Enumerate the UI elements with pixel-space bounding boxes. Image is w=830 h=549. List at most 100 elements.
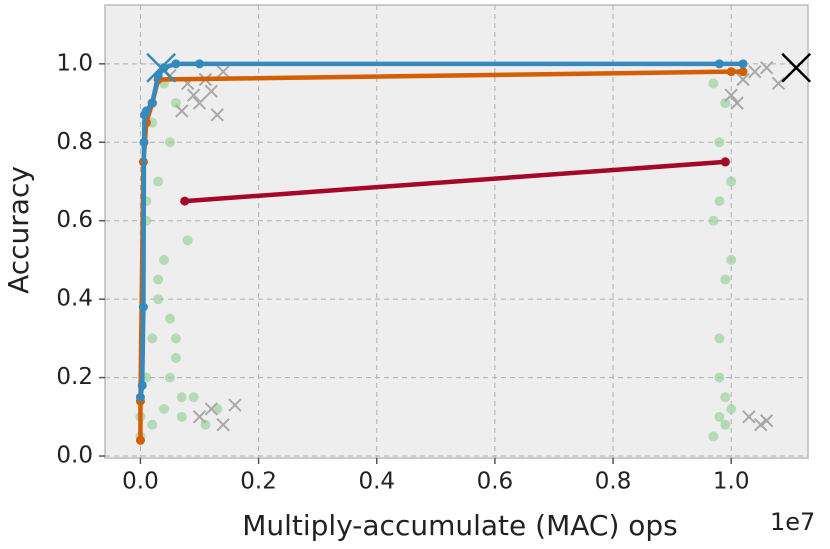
- x-offset-label: 1e7: [770, 508, 815, 536]
- cross-point: [210, 108, 224, 122]
- cross-point: [192, 410, 207, 424]
- scatter-point: [708, 431, 719, 442]
- cross-point: [175, 104, 189, 118]
- line-point: [180, 196, 190, 206]
- series-line: [184, 159, 726, 204]
- x-tick-label: 0.6: [477, 469, 514, 495]
- scatter-point: [153, 176, 164, 187]
- scatter-point: [726, 176, 737, 187]
- scatter-point: [164, 137, 175, 148]
- scatter-point: [170, 333, 181, 344]
- cross-point-stroke: [204, 84, 219, 98]
- line-point: [135, 392, 145, 402]
- cross-point-stroke: [730, 96, 744, 110]
- cross-point: [216, 64, 230, 79]
- cross-point: [204, 84, 219, 98]
- cross-point-stroke: [754, 417, 768, 432]
- cross-point-stroke: [204, 402, 219, 416]
- x-tick-label: 0.8: [595, 469, 632, 495]
- scatter-point: [170, 98, 181, 109]
- y-tick-label: 0.8: [56, 129, 93, 155]
- line-point: [171, 59, 181, 69]
- scatter-point: [159, 403, 170, 414]
- scatter-point: [164, 372, 175, 383]
- plot-layer: 0.0 0.2 0.4 0.6 0.8 1.0 0.0 0.2 0.4 0.6 0.8 1.0: [56, 5, 812, 495]
- scatter-point: [708, 215, 719, 226]
- cross-point-stroke: [736, 72, 750, 87]
- scatter-point: [176, 392, 187, 403]
- line-point: [141, 106, 151, 116]
- cross-point-stroke: [759, 61, 774, 75]
- cross-point: [742, 410, 756, 424]
- scatter-point: [720, 274, 731, 285]
- scatter-point: [708, 78, 719, 89]
- scatter-point: [720, 392, 731, 403]
- cross-point-stroke: [216, 417, 230, 432]
- cross-point-stroke: [216, 64, 230, 79]
- cross-point-stroke: [759, 414, 774, 428]
- line-point: [714, 59, 724, 69]
- scatter-point: [182, 235, 193, 246]
- y-tick-label: 0.0: [56, 443, 93, 469]
- x-axis-label: Multiply-accumulate (MAC) ops: [242, 509, 678, 542]
- scatter-point: [147, 333, 158, 344]
- scatter-point: [153, 294, 164, 305]
- cross-point: [724, 88, 738, 102]
- cross-point: [228, 398, 242, 412]
- scatter-point: [159, 254, 170, 265]
- x-tick-label: 1.0: [713, 469, 750, 495]
- cross-point: [730, 96, 744, 110]
- scatter-point: [176, 411, 187, 422]
- cross-point: [186, 88, 201, 102]
- scatter-point: [147, 419, 158, 430]
- cross-point: [736, 72, 750, 87]
- cross-point-stroke: [175, 104, 189, 118]
- line-point: [139, 137, 149, 147]
- line-point: [738, 59, 748, 69]
- scatter-point: [720, 98, 731, 109]
- cross-point: [748, 64, 762, 79]
- scatter-point: [714, 372, 725, 383]
- x-tick-label: 0.4: [358, 469, 395, 495]
- cross-point-stroke: [724, 88, 738, 102]
- line-point: [720, 157, 730, 167]
- scatter-point: [153, 274, 164, 285]
- line-point: [137, 380, 147, 390]
- scatter-point: [714, 333, 725, 344]
- line-point: [726, 67, 736, 77]
- scatter-point: [714, 137, 725, 148]
- cross-point-stroke: [192, 96, 207, 110]
- y-tick-label: 0.2: [56, 364, 93, 390]
- cross-point-stroke: [186, 88, 201, 102]
- scatter-point: [726, 254, 737, 265]
- scatter-point: [188, 392, 199, 403]
- cross-point-stroke: [228, 398, 242, 412]
- y-tick-label: 0.4: [56, 286, 93, 312]
- scatter-point: [726, 403, 737, 414]
- line-point: [135, 435, 145, 445]
- cross-point: [204, 402, 219, 416]
- cross-point: [192, 96, 207, 110]
- cross-point: [771, 76, 786, 91]
- cross-point-stroke: [210, 108, 224, 122]
- scatter-point: [714, 196, 725, 207]
- scatter-point: [170, 352, 181, 363]
- scatter-point: [200, 419, 211, 430]
- line-point: [738, 67, 748, 77]
- scatter-point: [714, 411, 725, 422]
- cross-point-stroke: [742, 410, 756, 424]
- y-axis-label: Accuracy: [2, 166, 35, 294]
- cross-point: [759, 414, 774, 428]
- line-point: [147, 98, 157, 108]
- cross-point-stroke: [771, 76, 786, 91]
- x-tick-label: 0.2: [240, 469, 277, 495]
- cross-point-stroke: [748, 64, 762, 79]
- scatter-point: [164, 313, 175, 324]
- x-tick-label: 0.0: [122, 469, 159, 495]
- big-cross-marker-stroke: [781, 52, 812, 83]
- y-tick-label: 0.6: [56, 207, 93, 233]
- cross-point: [216, 417, 230, 432]
- line-point: [195, 59, 205, 69]
- cross-point: [759, 61, 774, 75]
